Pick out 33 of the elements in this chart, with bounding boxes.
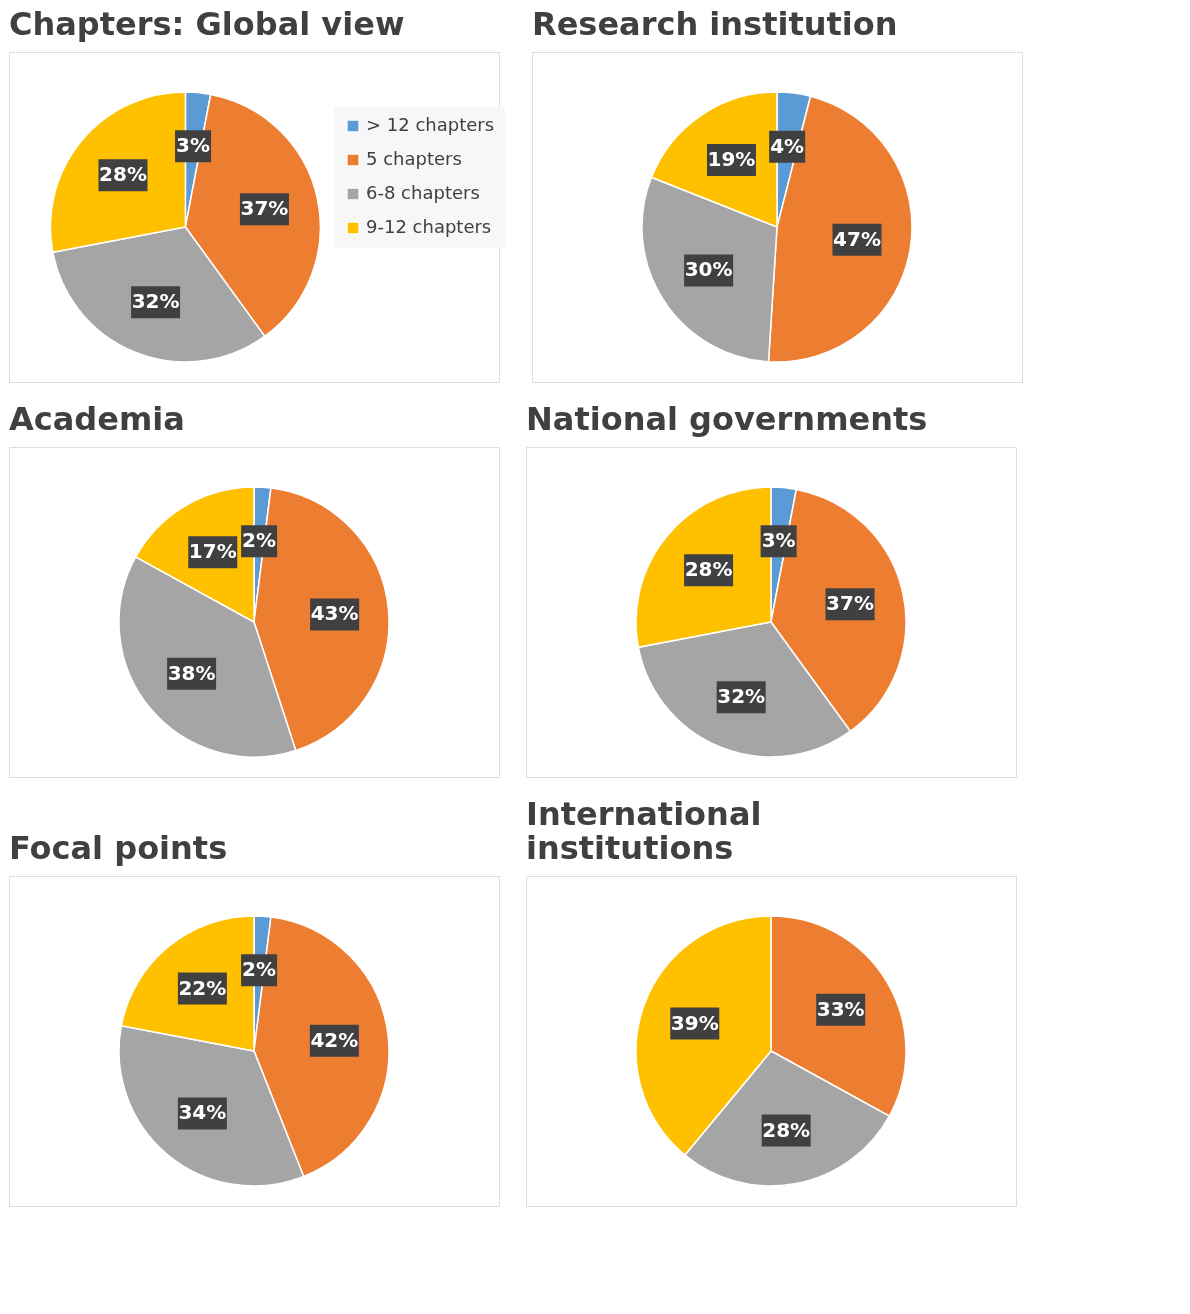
- data-label: 38%: [167, 660, 216, 685]
- legend-label: 9-12 chapters: [366, 216, 492, 237]
- data-label: 28%: [684, 557, 733, 582]
- chart-title: National governments: [526, 400, 928, 438]
- data-label: 43%: [310, 601, 359, 626]
- chart-title: Research institution: [532, 5, 898, 43]
- data-label: 28%: [762, 1117, 811, 1142]
- data-label: 28%: [99, 162, 147, 187]
- chart-title: Focal points: [9, 829, 228, 867]
- data-label: 32%: [717, 684, 766, 709]
- legend-label: 5 chapters: [366, 148, 462, 169]
- data-label: 2%: [242, 528, 277, 553]
- chart-title: Chapters: Global view: [9, 5, 405, 43]
- data-label: 30%: [684, 257, 733, 282]
- data-label: 22%: [178, 975, 227, 1000]
- legend-label: 6-8 chapters: [366, 182, 480, 203]
- chart-title: International institutions: [526, 795, 762, 867]
- data-label: 37%: [826, 591, 874, 616]
- data-label: 42%: [310, 1027, 359, 1052]
- data-label: 4%: [770, 133, 805, 158]
- data-label: 47%: [833, 226, 881, 251]
- data-label: 33%: [816, 996, 865, 1021]
- chart-title: Academia: [9, 400, 185, 438]
- data-label: 2%: [242, 957, 277, 982]
- data-label: 39%: [670, 1010, 719, 1035]
- data-label: 3%: [176, 133, 211, 158]
- data-label: 19%: [707, 147, 756, 172]
- data-label: 32%: [131, 289, 180, 314]
- data-label: 3%: [761, 528, 796, 553]
- data-label: 37%: [240, 196, 289, 221]
- data-label: 17%: [188, 539, 237, 564]
- legend-label: > 12 chapters: [366, 114, 495, 135]
- data-label: 34%: [178, 1100, 227, 1125]
